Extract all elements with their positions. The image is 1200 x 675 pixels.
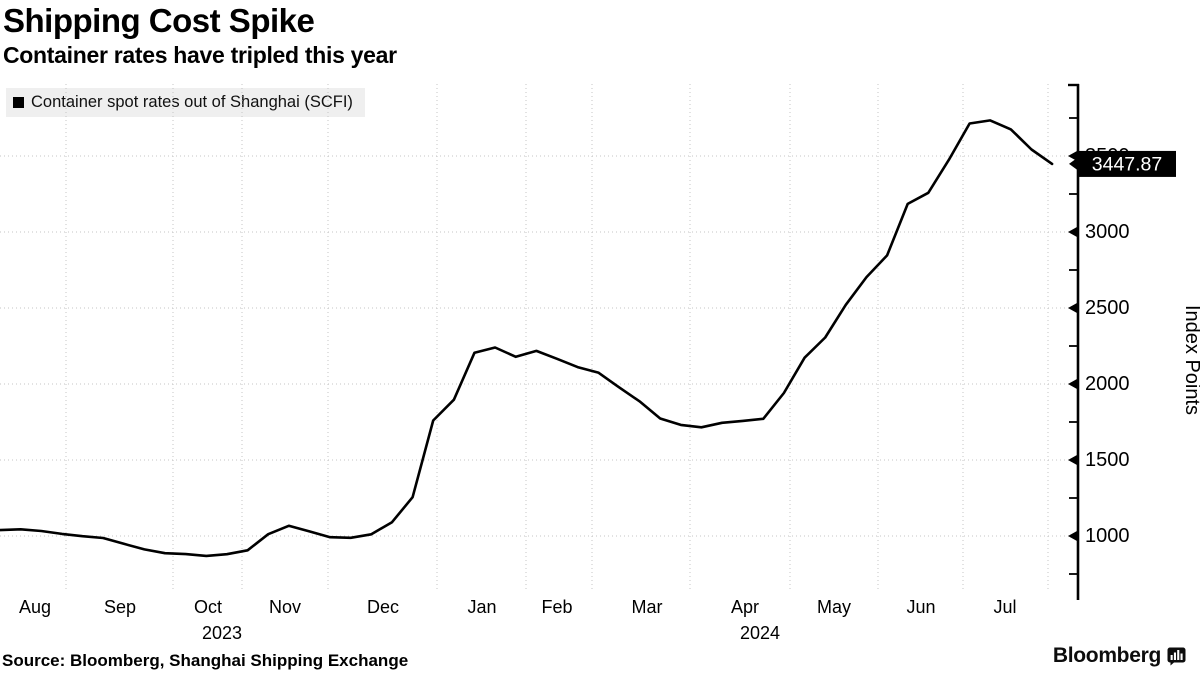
chart-subtitle: Container rates have tripled this year [3,42,397,68]
y-tick-label: 1500 [1085,449,1130,471]
x-tick-label: Jul [993,597,1016,617]
last-value-flag-text: 3447.87 [1092,153,1163,175]
y-tick-label: 2500 [1085,297,1130,319]
x-tick-label: Sep [104,597,136,617]
x-tick-label: Oct [194,597,222,617]
x-tick-label: Apr [731,597,759,617]
source-note: Source: Bloomberg, Shanghai Shipping Exc… [2,651,409,670]
y-axis-major-tick [1068,531,1077,541]
y-axis-major-tick [1068,227,1077,237]
x-tick-label: Aug [19,597,51,617]
x-tick-label: Nov [269,597,301,617]
y-axis-title: Index Points [1181,305,1200,415]
x-tick-label: May [817,597,851,617]
bloomberg-logo: Bloomberg [1053,644,1186,668]
x-tick-label: Jun [906,597,935,617]
bloomberg-wordmark: Bloomberg [1052,644,1161,667]
y-axis-major-tick [1068,151,1077,161]
chart-title: Shipping Cost Spike [3,2,315,39]
x-year-label: 2024 [740,623,780,643]
y-tick-label: 3000 [1085,221,1130,243]
x-tick-label: Dec [367,597,399,617]
x-tick-label: Mar [632,597,663,617]
last-value-flag-pointer [1069,155,1080,172]
x-tick-label: Feb [541,597,572,617]
y-axis-major-tick [1068,303,1077,313]
y-axis-major-tick [1068,379,1077,389]
scfi-series-line [0,119,1054,558]
y-axis-major-tick [1068,455,1077,465]
bloomberg-terminal-icon [1167,647,1186,665]
y-tick-label: 2000 [1085,373,1130,395]
x-year-label: 2023 [202,623,242,643]
legend-label: Container spot rates out of Shanghai (SC… [31,93,353,111]
x-tick-label: Jan [467,597,496,617]
last-value-flag [1079,150,1176,177]
y-tick-label: 1000 [1085,525,1130,547]
legend-swatch-icon [13,97,24,108]
